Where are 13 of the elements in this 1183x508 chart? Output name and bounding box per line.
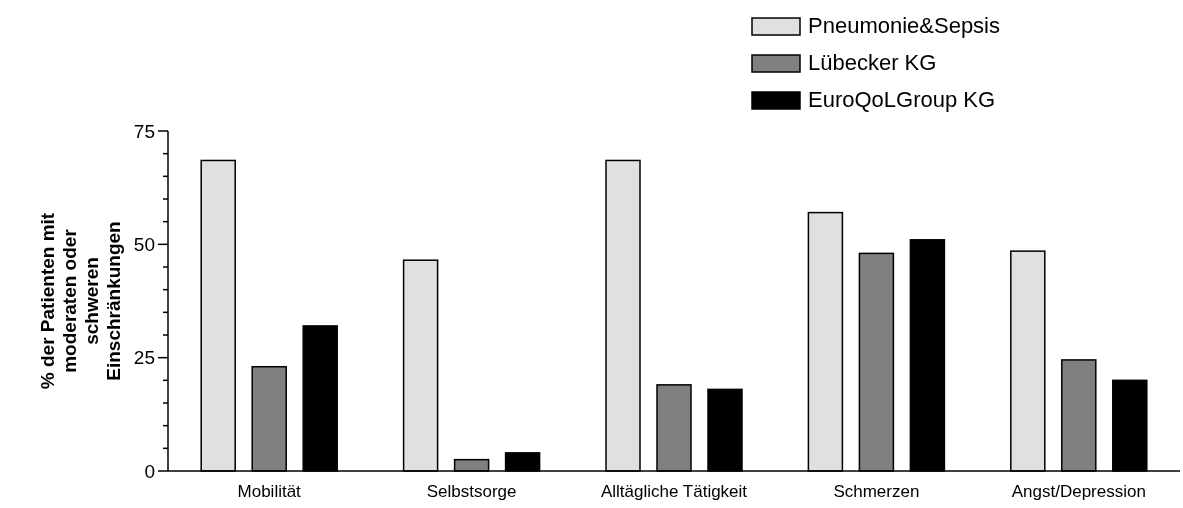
y-tick-label: 0 bbox=[144, 460, 155, 482]
y-tick-label: 75 bbox=[133, 120, 155, 142]
legend-label: Pneumonie&Sepsis bbox=[808, 13, 1001, 38]
x-tick-label: Selbstsorge bbox=[426, 482, 517, 501]
x-tick-label: Mobilität bbox=[237, 482, 302, 501]
legend-label: Lübecker KG bbox=[808, 50, 937, 75]
x-tick-label: Alltägliche Tätigkeit bbox=[600, 482, 748, 501]
x-tick-label: Schmerzen bbox=[833, 482, 920, 501]
y-tick-label: 50 bbox=[133, 233, 155, 255]
legend-label: EuroQoLGroup KG bbox=[808, 87, 996, 112]
y-tick-label: 25 bbox=[133, 347, 155, 369]
y-axis-title: % der Patienten mit moderaten oder schweren Einschränkungen bbox=[37, 212, 124, 390]
x-tick-label: Angst/Depression bbox=[1011, 482, 1146, 501]
